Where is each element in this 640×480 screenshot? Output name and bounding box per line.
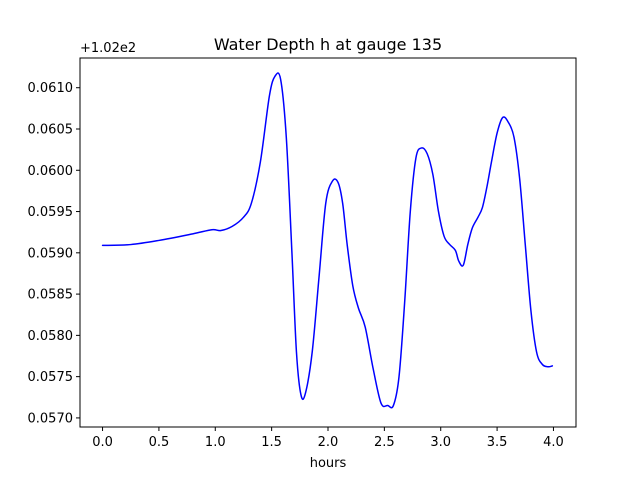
x-axis-label: hours [310, 456, 347, 471]
x-tick-label: 0.5 [149, 435, 170, 450]
x-tick-label: 0.0 [92, 435, 113, 450]
y-tick-label: 0.0570 [28, 411, 74, 426]
y-tick-label: 0.0580 [28, 329, 74, 344]
y-tick-label: 0.0595 [28, 205, 74, 220]
y-axis-ticks: 0.0570 0.0575 0.0580 0.0585 0.0590 0.0595 0.06… [28, 81, 80, 426]
y-tick-label: 0.0600 [28, 164, 74, 179]
x-tick-label: 3.5 [487, 435, 508, 450]
x-tick-label: 2.5 [374, 435, 395, 450]
x-tick-label: 1.5 [261, 435, 282, 450]
plot-frame [79, 57, 577, 428]
x-tick-label: 2.0 [318, 435, 339, 450]
x-tick-label: 4.0 [543, 435, 564, 450]
x-tick-label: 3.0 [430, 435, 451, 450]
y-tick-label: 0.0590 [28, 246, 74, 261]
y-tick-label: 0.0605 [28, 122, 74, 137]
x-tick-label: 1.0 [205, 435, 226, 450]
y-tick-label: 0.0585 [28, 288, 74, 303]
y-tick-label: 0.0575 [28, 370, 74, 385]
y-tick-label: 0.0610 [28, 81, 74, 96]
y-axis-offset-label: +1.02e2 [80, 41, 136, 56]
x-axis-ticks: 0.0 0.5 1.0 1.5 2.0 2.5 3.0 3.5 4.0 [92, 427, 564, 450]
series-line [101, 72, 554, 409]
chart-title: Water Depth h at gauge 135 [214, 35, 442, 54]
